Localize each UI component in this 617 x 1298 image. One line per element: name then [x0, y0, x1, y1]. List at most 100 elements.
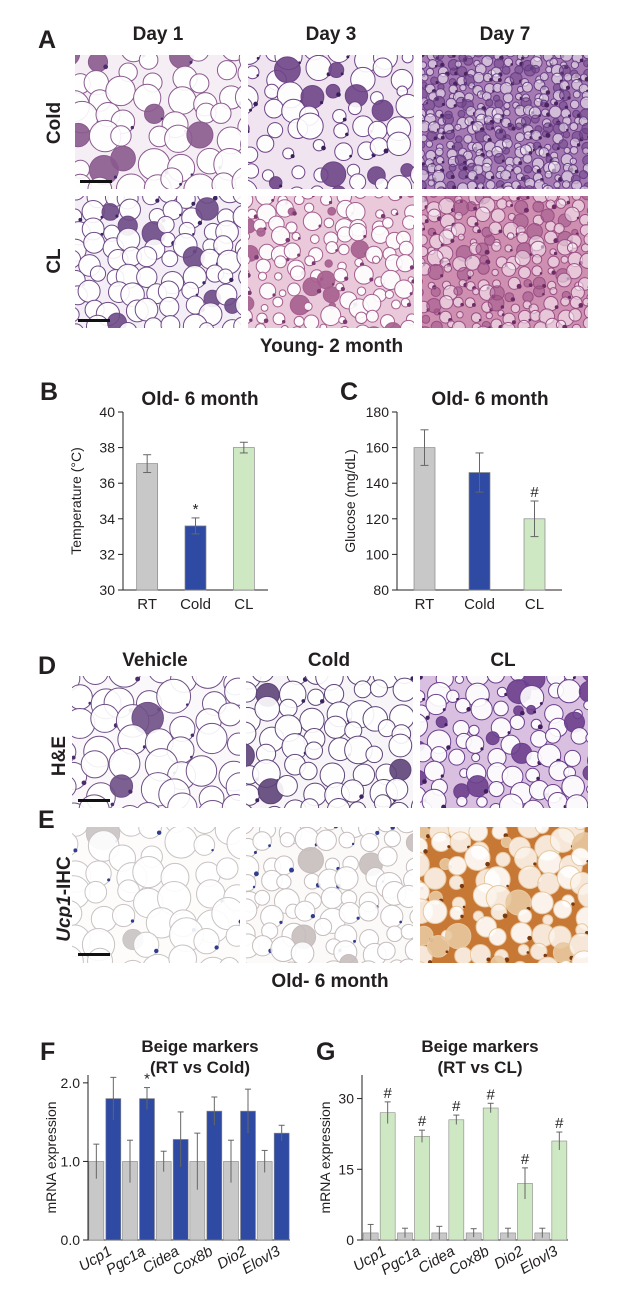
- he-cl: [420, 676, 588, 808]
- tissue-cell: [563, 146, 571, 155]
- tissue-nucleus: [344, 276, 349, 281]
- tissue-nucleus: [328, 200, 333, 205]
- tissue-cell: [338, 243, 350, 256]
- tissue-cell: [292, 326, 302, 328]
- tissue-cell: [562, 130, 571, 139]
- tissue-cell: [571, 950, 588, 963]
- tissue-cell: [232, 196, 241, 205]
- tissue-cell: [358, 900, 379, 922]
- tissue-nucleus: [507, 731, 511, 735]
- tissue-nucleus: [566, 200, 571, 205]
- tissue-cell: [425, 67, 435, 77]
- tissue-nucleus: [510, 63, 514, 66]
- tissue-cell: [410, 800, 413, 808]
- tissue-nucleus: [422, 779, 427, 784]
- tissue-nucleus: [383, 148, 389, 154]
- tissue-cell: [297, 846, 325, 874]
- tissue-cell: [319, 323, 328, 328]
- tissue-cell: [434, 147, 444, 157]
- significance-mark: #: [452, 1098, 461, 1115]
- tissue-nucleus: [444, 723, 448, 727]
- tissue-cell: [488, 927, 507, 946]
- x-tick-label: Elovl3: [517, 1242, 561, 1277]
- tissue-cell: [436, 186, 446, 189]
- tissue-cell: [108, 676, 141, 688]
- tissue-cell: [422, 134, 428, 143]
- tissue-nucleus: [578, 303, 584, 308]
- tissue-cell: [578, 169, 588, 180]
- tissue-cell: [490, 955, 506, 963]
- x-tick-label: CL: [525, 596, 544, 613]
- tissue-cell: [509, 71, 523, 85]
- tissue-cell: [365, 745, 383, 764]
- tissue-cell: [246, 898, 258, 922]
- tissue-cell: [564, 206, 580, 223]
- tissue-cell: [574, 827, 586, 831]
- tissue-cell: [160, 315, 181, 328]
- row-label-cold: Cold: [44, 101, 65, 145]
- tissue-cell: [290, 186, 303, 189]
- tissue-cell: [464, 254, 481, 271]
- tissue-cell: [421, 788, 447, 808]
- tissue-cell: [199, 322, 214, 328]
- tissue-nucleus: [576, 143, 581, 147]
- tissue-nucleus: [336, 92, 341, 97]
- tissue-cell: [485, 311, 493, 320]
- tissue-nucleus: [103, 64, 108, 70]
- tissue-nucleus: [319, 101, 324, 105]
- tissue-cell: [429, 196, 438, 198]
- tissue-nucleus: [440, 113, 445, 118]
- tissue-cell: [193, 928, 220, 955]
- tissue-cell: [445, 129, 455, 140]
- tissue-cell: [299, 761, 318, 781]
- significance-mark: #: [521, 1151, 530, 1168]
- tissue-cell: [377, 941, 396, 961]
- tissue-cell: [356, 324, 370, 328]
- tissue-cell: [435, 715, 448, 728]
- tissue-cell: [400, 923, 413, 940]
- tissue-nucleus: [440, 774, 444, 778]
- tissue-cell: [485, 98, 494, 107]
- tissue-cell: [510, 303, 521, 314]
- bar: [232, 447, 255, 591]
- tissue-cell: [224, 677, 240, 706]
- tissue-nucleus: [441, 160, 445, 164]
- tissue-nucleus: [440, 274, 444, 278]
- tissue-cell: [324, 259, 333, 268]
- tissue-nucleus: [539, 702, 543, 705]
- tissue-cell: [566, 242, 578, 254]
- tissue-cell: [136, 802, 160, 808]
- tissue-cell: [248, 232, 251, 241]
- tissue-cell: [225, 924, 240, 947]
- bar: [414, 1135, 430, 1241]
- tissue-cell: [494, 99, 504, 109]
- tissue-cell: [323, 827, 337, 831]
- panel-label-d: D: [38, 652, 57, 680]
- tissue-nucleus: [528, 151, 533, 155]
- tissue-cell: [320, 161, 347, 188]
- tissue-nucleus: [272, 293, 276, 297]
- tissue-cell: [309, 234, 320, 244]
- tissue-cell: [503, 108, 511, 117]
- histology-cold-day7: [422, 55, 588, 189]
- tissue-cell: [569, 157, 577, 165]
- scale-bar: [78, 953, 110, 956]
- tissue-cell: [491, 268, 499, 277]
- tissue-nucleus: [440, 135, 445, 140]
- panel-label-b: B: [40, 378, 59, 406]
- tissue-nucleus: [516, 283, 522, 289]
- tissue-texture: [246, 827, 413, 963]
- tissue-nucleus: [423, 849, 428, 854]
- tissue-cell: [121, 804, 139, 808]
- tissue-nucleus: [318, 224, 322, 228]
- tissue-cell: [389, 801, 409, 808]
- tissue-cell: [499, 82, 513, 95]
- tissue-nucleus: [310, 913, 316, 919]
- tissue-nucleus: [155, 198, 160, 203]
- tissue-nucleus: [179, 213, 182, 217]
- tissue-nucleus: [485, 861, 490, 867]
- tissue-nucleus: [441, 804, 447, 808]
- tissue-nucleus: [263, 318, 269, 324]
- column-header-day1: Day 1: [132, 24, 184, 45]
- tissue-cell: [549, 287, 558, 296]
